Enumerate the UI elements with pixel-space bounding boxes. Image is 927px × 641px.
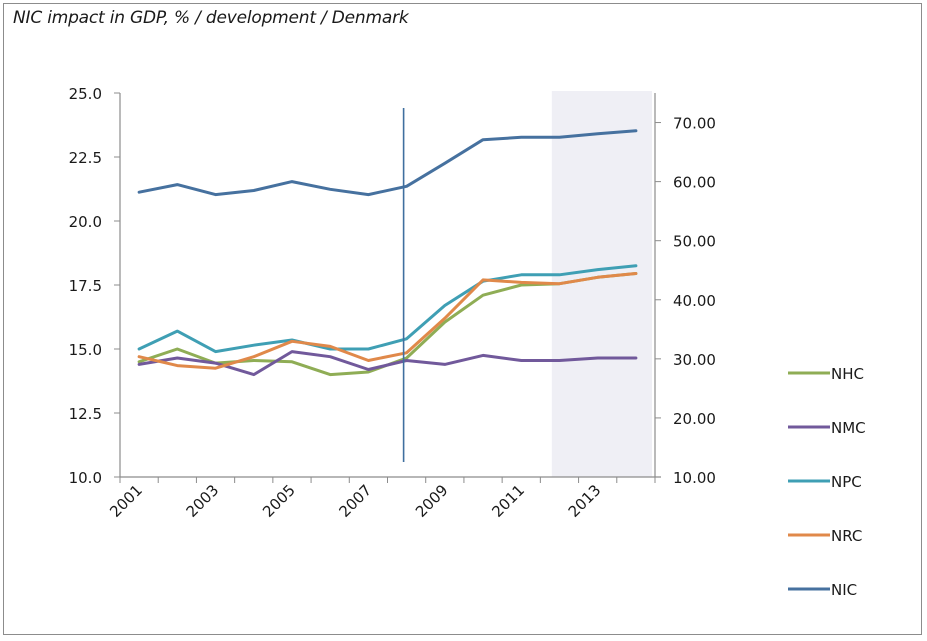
x-axis-tick-label: 2001 xyxy=(106,481,146,521)
x-axis-tick-label: 2011 xyxy=(488,481,528,521)
left-axis-tick-label: 20.0 xyxy=(69,213,102,231)
left-axis-tick-label: 10.0 xyxy=(69,469,102,487)
right-axis-tick-label: 20.00 xyxy=(673,410,716,428)
left-axis-tick-label: 22.5 xyxy=(69,149,102,167)
legend-label: NHC xyxy=(831,365,864,383)
legend-item-nic: NIC xyxy=(788,581,857,599)
left-axis-tick-label: 17.5 xyxy=(69,277,102,295)
x-axis-tick-label: 2007 xyxy=(335,481,375,521)
legend-item-nmc: NMC xyxy=(788,419,866,437)
right-axis-tick-label: 30.00 xyxy=(673,351,716,369)
legend-label: NPC xyxy=(831,473,862,491)
right-axis-tick-label: 10.00 xyxy=(673,469,716,487)
right-axis-tick-label: 70.00 xyxy=(673,115,716,133)
series-line-npc xyxy=(137,264,638,354)
chart-frame xyxy=(3,3,922,635)
x-axis-tick-label: 2005 xyxy=(259,481,299,521)
right-axis-tick-label: 40.00 xyxy=(673,292,716,310)
legend-item-nhc: NHC xyxy=(788,365,864,383)
right-axis-tick-label: 50.00 xyxy=(673,233,716,251)
series-line-nrc xyxy=(137,272,638,370)
left-axis-tick-label: 25.0 xyxy=(69,85,102,103)
legend-item-nrc: NRC xyxy=(788,527,862,545)
x-axis-tick-label: 2003 xyxy=(183,481,223,521)
legend-item-npc: NPC xyxy=(788,473,862,491)
chart-title: NIC impact in GDP, % / development / Den… xyxy=(13,8,409,28)
series-line-nic xyxy=(137,129,638,197)
left-axis-tick-label: 15.0 xyxy=(69,341,102,359)
left-axis-tick-label: 12.5 xyxy=(69,405,102,423)
shaded-forecast-region xyxy=(551,91,652,477)
x-axis-tick-label: 2013 xyxy=(565,481,605,521)
legend-label: NIC xyxy=(831,581,857,599)
legend-label: NRC xyxy=(831,527,862,545)
right-axis-tick-label: 60.00 xyxy=(673,174,716,192)
x-axis-tick-label: 2009 xyxy=(412,481,452,521)
legend-label: NMC xyxy=(831,419,866,437)
